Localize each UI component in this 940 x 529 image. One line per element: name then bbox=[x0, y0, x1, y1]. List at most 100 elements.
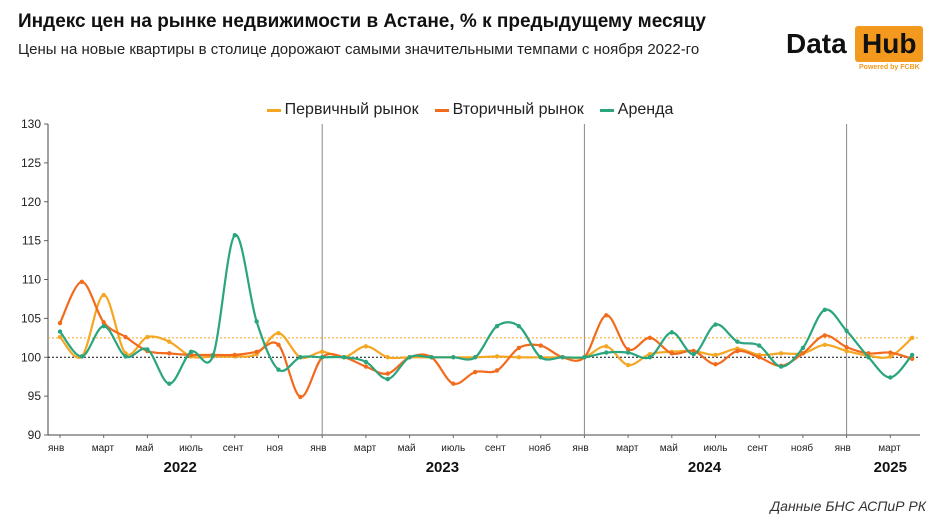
data-point-rent bbox=[604, 350, 609, 355]
x-tick-label: янв bbox=[310, 443, 326, 454]
data-point-rent bbox=[735, 339, 740, 344]
legend-swatch-secondary bbox=[434, 108, 449, 112]
x-tick-label: нояб bbox=[529, 442, 551, 454]
chart-subtitle: Цены на новые квартиры в столице дорожаю… bbox=[18, 41, 700, 58]
data-point-rent bbox=[757, 343, 762, 348]
data-point-secondary bbox=[538, 343, 543, 348]
data-point-secondary bbox=[625, 347, 631, 352]
year-label: 2023 bbox=[426, 459, 459, 476]
x-tick-label: сент bbox=[747, 443, 768, 454]
data-point-rent bbox=[429, 355, 434, 360]
y-tick-label: 120 bbox=[21, 195, 41, 209]
data-point-primary bbox=[516, 355, 522, 360]
year-label: 2025 bbox=[874, 459, 907, 476]
data-point-rent bbox=[822, 307, 827, 313]
data-point-primary bbox=[778, 351, 784, 356]
data-point-primary bbox=[167, 339, 172, 344]
data-point-secondary bbox=[516, 345, 522, 351]
datahub-logo: Data Hub Powered by FCBK bbox=[782, 24, 924, 74]
data-point-rent bbox=[866, 355, 871, 360]
data-point-primary bbox=[101, 292, 106, 298]
source-note: Данные БНС АСПиР РК bbox=[770, 498, 926, 514]
data-point-rent bbox=[385, 376, 390, 382]
data-point-secondary bbox=[735, 348, 740, 354]
x-tick-label: июль bbox=[179, 443, 203, 454]
data-point-rent bbox=[494, 323, 500, 329]
year-label: 2024 bbox=[688, 459, 722, 476]
data-point-rent bbox=[778, 364, 784, 369]
data-point-secondary bbox=[494, 368, 500, 373]
logo-hub-text: Hub bbox=[855, 26, 924, 62]
x-tick-label: янв bbox=[48, 443, 64, 454]
x-tick-label: сент bbox=[485, 443, 506, 454]
x-tick-label: янв bbox=[572, 443, 588, 454]
chart-legend: Первичный рынок Вторичный рынок Аренда bbox=[0, 101, 940, 119]
data-point-secondary bbox=[713, 362, 718, 367]
data-point-rent bbox=[516, 323, 522, 329]
data-point-rent bbox=[691, 351, 696, 357]
data-point-rent bbox=[320, 355, 325, 360]
logo-powered-text: Powered by FCBK bbox=[859, 64, 920, 71]
data-point-secondary bbox=[647, 335, 653, 341]
data-point-rent bbox=[844, 328, 849, 334]
data-point-primary bbox=[494, 354, 500, 359]
data-point-secondary bbox=[276, 342, 281, 348]
data-point-primary bbox=[320, 349, 325, 355]
y-tick-label: 130 bbox=[21, 117, 41, 131]
x-tick-label: май bbox=[135, 443, 153, 454]
data-point-rent bbox=[538, 355, 543, 360]
data-point-rent bbox=[363, 359, 369, 365]
data-point-rent bbox=[79, 354, 85, 359]
data-point-rent bbox=[123, 354, 128, 359]
legend-item-rent: Аренда bbox=[599, 101, 673, 119]
data-point-secondary bbox=[757, 355, 762, 360]
x-tick-label: июль bbox=[441, 443, 465, 454]
y-tick-label: 90 bbox=[28, 428, 42, 442]
legend-swatch-rent bbox=[599, 108, 614, 112]
data-point-primary bbox=[844, 348, 849, 354]
data-point-rent bbox=[232, 232, 237, 238]
data-point-secondary bbox=[385, 371, 390, 376]
x-tick-label: май bbox=[398, 443, 416, 454]
data-point-rent bbox=[582, 355, 587, 360]
data-point-primary bbox=[145, 334, 150, 340]
x-tick-label: март bbox=[878, 443, 901, 454]
data-point-rent bbox=[254, 319, 259, 324]
series-line-rent bbox=[59, 234, 914, 385]
data-point-rent bbox=[800, 345, 806, 351]
x-tick-label: нояб bbox=[791, 442, 813, 454]
x-tick-label: март bbox=[616, 443, 639, 454]
data-point-secondary bbox=[888, 350, 893, 355]
data-point-secondary bbox=[363, 364, 369, 369]
y-tick-label: 95 bbox=[28, 389, 42, 403]
data-point-secondary bbox=[822, 333, 827, 338]
data-point-secondary bbox=[451, 381, 456, 386]
series-line-secondary bbox=[59, 280, 913, 398]
legend-label-secondary: Вторичный рынок bbox=[452, 101, 584, 118]
data-point-secondary bbox=[79, 279, 85, 285]
legend-item-secondary: Вторичный рынок bbox=[434, 101, 584, 119]
data-point-primary bbox=[276, 330, 281, 336]
y-tick-label: 110 bbox=[22, 273, 41, 287]
data-point-rent bbox=[560, 355, 565, 360]
data-point-rent bbox=[451, 355, 456, 360]
data-point-secondary bbox=[123, 334, 128, 340]
data-point-rent bbox=[57, 329, 63, 334]
data-point-primary bbox=[625, 362, 631, 368]
y-tick-label: 105 bbox=[21, 311, 41, 325]
year-label: 2022 bbox=[163, 459, 196, 476]
data-point-rent bbox=[341, 355, 347, 360]
x-tick-label: март bbox=[354, 443, 377, 454]
legend-swatch-primary bbox=[266, 108, 281, 112]
data-point-rent bbox=[145, 347, 150, 352]
data-point-rent bbox=[101, 323, 106, 329]
legend-item-primary: Первичный рынок bbox=[266, 101, 419, 119]
x-tick-label: март bbox=[92, 443, 115, 454]
data-point-primary bbox=[888, 354, 893, 359]
x-tick-label: янв bbox=[835, 443, 851, 454]
data-point-secondary bbox=[691, 348, 696, 354]
data-point-secondary bbox=[101, 320, 106, 325]
data-point-primary bbox=[363, 344, 369, 349]
y-tick-label: 100 bbox=[21, 350, 41, 364]
